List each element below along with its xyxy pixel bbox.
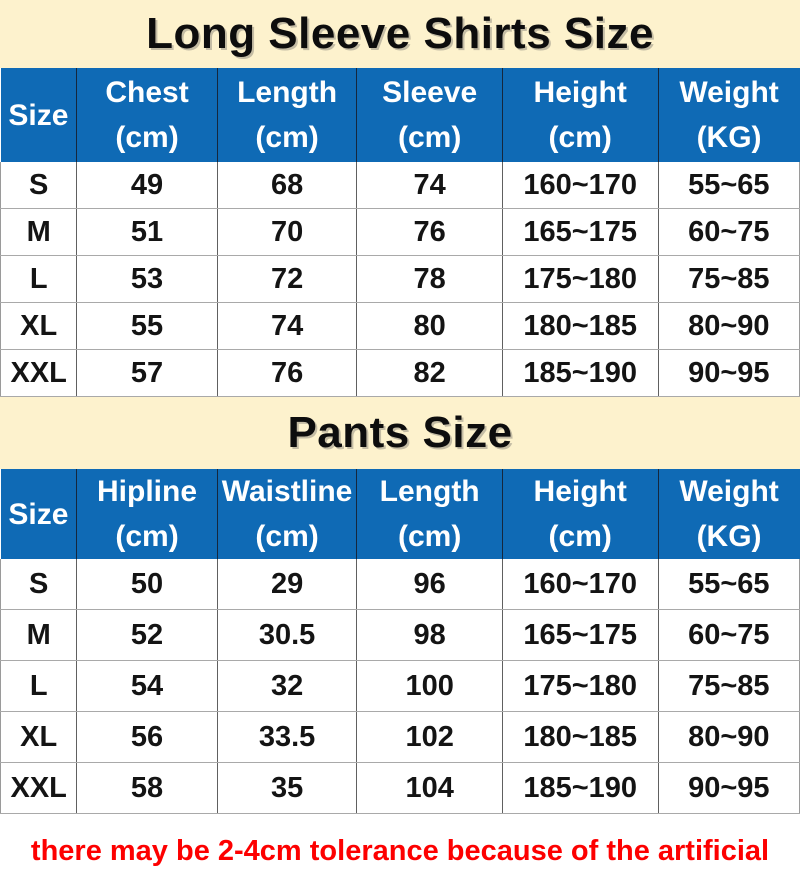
table-cell: 76: [216, 349, 357, 397]
table-cell: 175~180: [501, 255, 659, 303]
pants-size-table: Size Hipline (cm) Waistline (cm) Length (cm…: [0, 469, 800, 814]
table-row: XXL 57 76 82 185~190 90~95: [0, 349, 800, 397]
table-row: M 51 70 76 165~175 60~75: [0, 208, 800, 256]
table-row: S 49 68 74 160~170 55~65: [0, 162, 800, 209]
table-cell: 175~180: [501, 660, 659, 712]
tolerance-note-area: there may be 2-4cm tolerance because of …: [0, 814, 800, 889]
table-cell: 30.5: [216, 609, 357, 661]
header-cell-length: Length (cm): [216, 68, 357, 162]
shirts-header-row: Size Chest (cm) Length (cm) Sleeve (cm) Hei…: [0, 68, 800, 162]
table-cell: XL: [0, 711, 77, 763]
table-cell: 57: [76, 349, 218, 397]
table-cell: XL: [0, 302, 77, 350]
table-cell: 58: [76, 762, 218, 814]
table-cell: 55~65: [657, 559, 800, 610]
table-cell: 51: [76, 208, 218, 256]
table-cell: 70: [216, 208, 357, 256]
table-cell: 52: [76, 609, 218, 661]
header-cell-waistline: Waistline (cm): [216, 469, 357, 559]
table-cell: 160~170: [501, 162, 659, 209]
table-cell: 32: [216, 660, 357, 712]
table-cell: 185~190: [501, 762, 659, 814]
tolerance-note: there may be 2-4cm tolerance because of …: [30, 835, 770, 867]
table-cell: 74: [216, 302, 357, 350]
table-cell: 56: [76, 711, 218, 763]
table-cell: 74: [356, 162, 503, 209]
table-cell: 54: [76, 660, 218, 712]
table-cell: 29: [216, 559, 357, 610]
header-cell-weight: Weight (KG): [657, 68, 800, 162]
table-row: L 53 72 78 175~180 75~85: [0, 255, 800, 303]
table-cell: 165~175: [501, 208, 659, 256]
table-cell: 33.5: [216, 711, 357, 763]
shirts-title: Long Sleeve Shirts Size: [146, 9, 654, 58]
table-cell: 55: [76, 302, 218, 350]
table-cell: 75~85: [657, 255, 800, 303]
table-row: XL 56 33.5 102 180~185 80~90: [0, 711, 800, 763]
header-cell-weight: Weight (KG): [657, 469, 800, 559]
table-cell: S: [0, 162, 77, 209]
header-cell-size: Size: [0, 68, 77, 162]
header-cell-hipline: Hipline (cm): [76, 469, 218, 559]
table-cell: XXL: [0, 349, 77, 397]
table-cell: 96: [356, 559, 503, 610]
table-row: XXL 58 35 104 185~190 90~95: [0, 762, 800, 814]
pants-title: Pants Size: [287, 408, 513, 457]
table-row: L 54 32 100 175~180 75~85: [0, 660, 800, 712]
table-cell: 98: [356, 609, 503, 661]
table-row: S 50 29 96 160~170 55~65: [0, 559, 800, 610]
table-row: M 52 30.5 98 165~175 60~75: [0, 609, 800, 661]
header-cell-height: Height (cm): [501, 469, 659, 559]
table-cell: 60~75: [657, 609, 800, 661]
shirts-size-table: Size Chest (cm) Length (cm) Sleeve (cm) Hei…: [0, 68, 800, 397]
table-cell: 160~170: [501, 559, 659, 610]
table-cell: 75~85: [657, 660, 800, 712]
table-cell: 90~95: [657, 349, 800, 397]
table-cell: 78: [356, 255, 503, 303]
table-cell: 90~95: [657, 762, 800, 814]
table-cell: S: [0, 559, 77, 610]
header-cell-sleeve: Sleeve (cm): [356, 68, 503, 162]
table-cell: XXL: [0, 762, 77, 814]
table-cell: 100: [356, 660, 503, 712]
table-cell: 80: [356, 302, 503, 350]
table-cell: 53: [76, 255, 218, 303]
table-cell: 55~65: [657, 162, 800, 209]
table-cell: 49: [76, 162, 218, 209]
header-cell-height: Height (cm): [501, 68, 659, 162]
shirts-banner: Long Sleeve Shirts Size: [0, 0, 800, 68]
header-cell-length: Length (cm): [356, 469, 503, 559]
pants-banner: Pants Size: [0, 397, 800, 469]
table-cell: M: [0, 208, 77, 256]
header-cell-size: Size: [0, 469, 77, 559]
table-cell: 35: [216, 762, 357, 814]
table-cell: 185~190: [501, 349, 659, 397]
table-cell: 180~185: [501, 302, 659, 350]
table-cell: L: [0, 255, 77, 303]
table-cell: 80~90: [657, 711, 800, 763]
pants-size-section: Pants Size Size Hipline (cm) Waistline (cm…: [0, 397, 800, 814]
table-cell: L: [0, 660, 77, 712]
table-cell: 104: [356, 762, 503, 814]
table-cell: 102: [356, 711, 503, 763]
table-cell: 76: [356, 208, 503, 256]
table-cell: 165~175: [501, 609, 659, 661]
pants-header-row: Size Hipline (cm) Waistline (cm) Length (cm…: [0, 469, 800, 559]
table-cell: M: [0, 609, 77, 661]
table-cell: 80~90: [657, 302, 800, 350]
table-cell: 60~75: [657, 208, 800, 256]
table-cell: 82: [356, 349, 503, 397]
table-cell: 72: [216, 255, 357, 303]
table-row: XL 55 74 80 180~185 80~90: [0, 302, 800, 350]
table-cell: 50: [76, 559, 218, 610]
table-cell: 68: [216, 162, 357, 209]
shirts-size-section: Long Sleeve Shirts Size Size Chest (cm) L…: [0, 0, 800, 397]
table-cell: 180~185: [501, 711, 659, 763]
header-cell-chest: Chest (cm): [76, 68, 218, 162]
